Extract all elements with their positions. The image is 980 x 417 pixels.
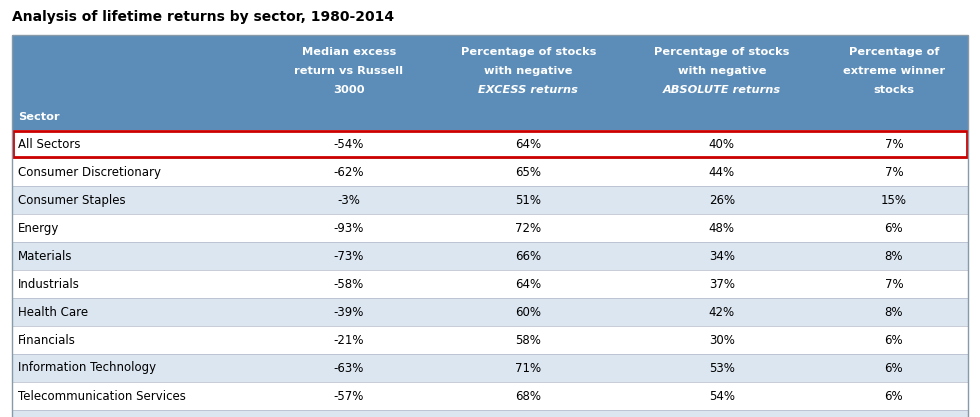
Text: 40%: 40%: [709, 138, 735, 151]
Text: 8%: 8%: [885, 249, 904, 262]
Text: 53%: 53%: [709, 362, 735, 374]
Bar: [13, 131, 967, 157]
Text: extreme winner: extreme winner: [843, 66, 945, 76]
Text: -21%: -21%: [334, 334, 365, 347]
Bar: [12, 382, 968, 410]
Text: 72%: 72%: [515, 221, 541, 234]
Text: 44%: 44%: [709, 166, 735, 178]
Bar: [12, 410, 968, 417]
Text: 26%: 26%: [709, 193, 735, 206]
Text: Materials: Materials: [18, 249, 73, 262]
Bar: [12, 35, 968, 130]
Text: -62%: -62%: [334, 166, 365, 178]
Text: 64%: 64%: [515, 138, 541, 151]
Text: -3%: -3%: [337, 193, 361, 206]
Text: 15%: 15%: [881, 193, 906, 206]
Bar: [12, 186, 968, 214]
Text: 6%: 6%: [885, 362, 904, 374]
Text: 42%: 42%: [709, 306, 735, 319]
Text: 48%: 48%: [709, 221, 735, 234]
Text: 30%: 30%: [709, 334, 735, 347]
Text: -58%: -58%: [334, 277, 365, 291]
Text: 34%: 34%: [709, 249, 735, 262]
Bar: [12, 158, 968, 186]
Text: 7%: 7%: [885, 138, 904, 151]
Text: Financials: Financials: [18, 334, 75, 347]
Text: 7%: 7%: [885, 277, 904, 291]
Text: Industrials: Industrials: [18, 277, 80, 291]
Text: Analysis of lifetime returns by sector, 1980-2014: Analysis of lifetime returns by sector, …: [12, 10, 394, 24]
Text: All Sectors: All Sectors: [18, 138, 80, 151]
Text: 37%: 37%: [709, 277, 735, 291]
Text: return vs Russell: return vs Russell: [294, 66, 404, 76]
Text: 6%: 6%: [885, 389, 904, 402]
Text: Consumer Discretionary: Consumer Discretionary: [18, 166, 161, 178]
Bar: [12, 354, 968, 382]
Bar: [12, 214, 968, 242]
Bar: [12, 130, 968, 158]
Text: 3000: 3000: [333, 85, 365, 95]
Text: -39%: -39%: [334, 306, 365, 319]
Text: 51%: 51%: [515, 193, 541, 206]
Text: 7%: 7%: [885, 166, 904, 178]
Text: with negative: with negative: [484, 66, 572, 76]
Text: Information Technology: Information Technology: [18, 362, 156, 374]
Text: 6%: 6%: [885, 334, 904, 347]
Text: Consumer Staples: Consumer Staples: [18, 193, 125, 206]
Text: 64%: 64%: [515, 277, 541, 291]
Text: Median excess: Median excess: [302, 47, 396, 57]
Text: Sector: Sector: [18, 112, 60, 122]
Text: 71%: 71%: [515, 362, 541, 374]
Text: Energy: Energy: [18, 221, 60, 234]
Text: stocks: stocks: [873, 85, 914, 95]
Text: with negative: with negative: [677, 66, 766, 76]
Text: 58%: 58%: [515, 334, 541, 347]
Text: -73%: -73%: [334, 249, 365, 262]
Text: -93%: -93%: [334, 221, 365, 234]
Bar: [12, 298, 968, 326]
Text: 65%: 65%: [515, 166, 541, 178]
Bar: [12, 270, 968, 298]
Text: 60%: 60%: [515, 306, 541, 319]
Text: -54%: -54%: [334, 138, 365, 151]
Text: 6%: 6%: [885, 221, 904, 234]
Text: Percentage of stocks: Percentage of stocks: [654, 47, 790, 57]
Bar: [12, 326, 968, 354]
Text: Percentage of: Percentage of: [849, 47, 939, 57]
Text: ABSOLUTE returns: ABSOLUTE returns: [662, 85, 781, 95]
Bar: [12, 242, 968, 270]
Text: 68%: 68%: [515, 389, 541, 402]
Text: 54%: 54%: [709, 389, 735, 402]
Text: -57%: -57%: [334, 389, 365, 402]
Text: EXCESS returns: EXCESS returns: [478, 85, 578, 95]
Text: Percentage of stocks: Percentage of stocks: [461, 47, 596, 57]
Text: -63%: -63%: [334, 362, 365, 374]
Text: 8%: 8%: [885, 306, 904, 319]
Text: 66%: 66%: [515, 249, 541, 262]
Text: Health Care: Health Care: [18, 306, 88, 319]
Text: Telecommunication Services: Telecommunication Services: [18, 389, 186, 402]
